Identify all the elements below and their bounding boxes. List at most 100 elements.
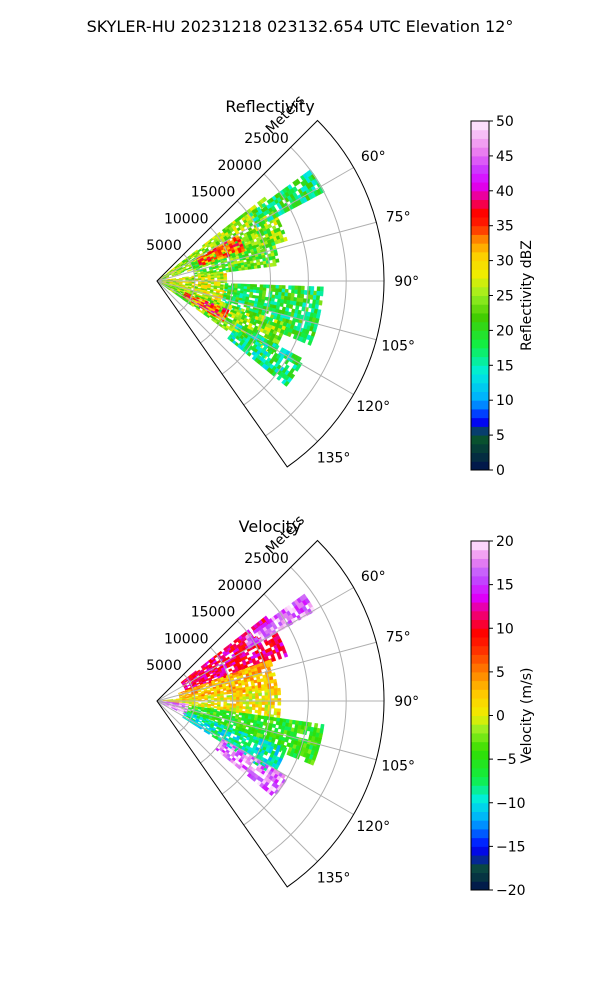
azimuth-gridline [156, 167, 354, 282]
colorbar: 0 5 10 15 20 25 30 35 40 45 50 Reflectivity dBZ [470, 114, 535, 479]
azimuth-gridline [156, 221, 377, 282]
echo-gate [198, 726, 203, 730]
azimuth-tick-label: 60° [361, 569, 386, 585]
echo-gate [222, 268, 227, 272]
echo-gate [320, 723, 325, 730]
echo-gate [243, 283, 248, 287]
echo-gate [245, 693, 250, 697]
colorbar-swatch [471, 286, 489, 296]
echo-gate [182, 701, 186, 704]
echo-gate [258, 701, 263, 705]
echo-gate [259, 284, 264, 288]
colorbar-swatch [471, 347, 489, 358]
echo-gate [273, 691, 278, 696]
echo-gate [231, 268, 236, 272]
echo-gate [300, 293, 305, 299]
echo-gate [313, 722, 319, 729]
colorbar-tick-label: 50 [496, 114, 514, 130]
echo-gate [248, 706, 253, 710]
echo-gate [252, 701, 256, 705]
colorbar-swatch [471, 435, 489, 445]
colorbar-swatch [471, 855, 489, 865]
echo-gate [239, 701, 244, 705]
colorbar-swatch [471, 452, 489, 462]
colorbar-tick-label: 5 [496, 428, 505, 444]
azimuth-tick-label: 120° [356, 399, 390, 415]
echo-gate [254, 692, 259, 697]
echo-gate [182, 281, 186, 283]
echo-gate [272, 288, 276, 293]
azimuth-tick-label: 135° [317, 451, 351, 467]
colorbar-tick-label: 25 [496, 289, 514, 305]
colorbar-swatch [471, 199, 489, 209]
echo-gate [287, 292, 292, 298]
range-ring [265, 566, 347, 857]
echo-gate [258, 692, 262, 697]
colorbar-swatch [471, 689, 489, 699]
range-ring [200, 647, 234, 764]
colorbar-swatch [471, 602, 489, 612]
echo-gate [246, 288, 251, 293]
echo-gate [204, 698, 209, 701]
echo-gate [222, 688, 227, 691]
colorbar-swatch [471, 391, 489, 401]
echo-gate [197, 707, 202, 710]
range-ring [221, 200, 271, 375]
echo-gate [270, 688, 275, 693]
range-tick-label: 5000 [146, 238, 182, 254]
echo-gate [186, 269, 191, 272]
echo-gate [207, 701, 212, 704]
echo-gate [244, 266, 249, 271]
echo-gate [291, 285, 296, 290]
colorbar-swatch [471, 417, 489, 427]
echo-gate [276, 711, 281, 716]
echo-gate [237, 285, 242, 289]
colorbar-swatch [471, 724, 489, 734]
echo-gate [224, 288, 229, 292]
echo-gate [248, 696, 253, 700]
colorbar-swatch [471, 225, 489, 235]
colorbar-swatch [471, 645, 489, 655]
echo-gate [294, 365, 301, 372]
echo-gate [273, 682, 278, 687]
colorbar-swatch [471, 339, 489, 349]
colorbar-swatch [471, 426, 489, 436]
range-tick-label: 15000 [191, 605, 236, 621]
echo-gate [194, 704, 199, 707]
echo-gate [236, 701, 240, 705]
echo-gate [268, 662, 274, 668]
echo-gate [275, 258, 280, 263]
colorbar-swatch [471, 846, 489, 856]
colorbar-swatch [471, 155, 489, 166]
panel-reflectivity: Reflectivity 5000 10000 15000 20000 25000 60° 7… [146, 92, 535, 479]
echo-gate [210, 697, 215, 701]
colorbar-swatch [471, 374, 489, 384]
echo-gate [316, 290, 321, 297]
colorbar-swatch [471, 356, 489, 366]
colorbar-swatch [471, 767, 489, 778]
echo-gate [190, 303, 195, 308]
echo-gate [204, 263, 209, 267]
echo-gate [206, 731, 211, 735]
echo-gate [257, 689, 262, 694]
echo-gate [310, 286, 315, 292]
colorbar: −20 −15 −10 −5 0 5 10 15 20 Velocity (m/s) [470, 534, 535, 899]
echo-gate [180, 709, 184, 713]
colorbar-swatch [471, 567, 489, 577]
colorbar-swatch [471, 680, 489, 690]
range-tick-label: 25000 [244, 131, 289, 147]
echo-gate [202, 262, 207, 266]
echo-gate [264, 707, 269, 712]
colorbar-label: Reflectivity dBZ [519, 240, 535, 351]
echo-gate [273, 708, 278, 713]
colorbar-swatch [471, 260, 489, 270]
echo-gate [226, 697, 231, 700]
colorbar-swatch [471, 584, 489, 594]
echo-gate [251, 693, 256, 697]
azimuth-tick-label: 90° [394, 694, 419, 710]
colorbar-swatch [471, 628, 489, 638]
colorbar-swatch [471, 243, 489, 253]
echo-gate [264, 695, 269, 699]
echo-gate [272, 678, 278, 684]
echo-gate [237, 283, 242, 287]
